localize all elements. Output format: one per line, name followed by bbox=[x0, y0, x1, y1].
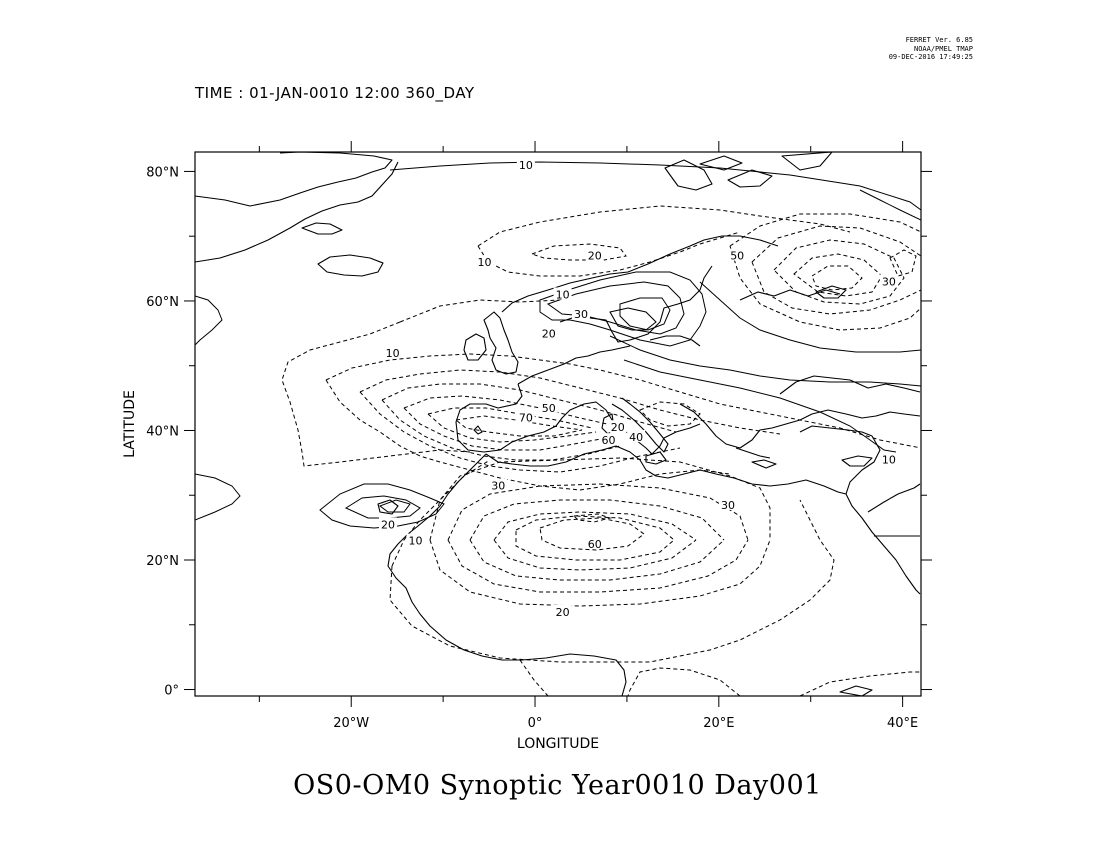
contour-label-background bbox=[571, 306, 590, 319]
contour-label: 10 bbox=[556, 288, 570, 301]
x-tick-label: 0° bbox=[528, 716, 543, 731]
contour-label: 10 bbox=[882, 454, 896, 467]
contour-label-background bbox=[599, 433, 618, 446]
contour-label-background bbox=[475, 255, 494, 268]
contour-label-background bbox=[383, 345, 402, 358]
contour-label-background bbox=[728, 248, 747, 261]
y-tick-label: 40°N bbox=[146, 424, 179, 439]
y-tick-label: 0° bbox=[164, 684, 179, 699]
axis-tick-labels: 20°W 0° 20°E 40°E 0° 20°N 40°N 60°N 80°N bbox=[146, 165, 918, 731]
stamp-line-org: NOAA/PMEL TMAP bbox=[913, 44, 973, 53]
negative-contours bbox=[281, 205, 921, 696]
x-tick-label: 20°W bbox=[333, 716, 369, 731]
contour-label-background bbox=[406, 533, 425, 546]
contour-label-background bbox=[516, 410, 535, 423]
x-axis-title: LONGITUDE bbox=[517, 736, 599, 752]
contour-label: 10 bbox=[477, 256, 491, 269]
contour-label-background bbox=[879, 452, 898, 465]
contour-label: 20 bbox=[588, 250, 602, 263]
contour-label-background bbox=[126, 216, 144, 228]
x-tick-label: 40°E bbox=[887, 716, 918, 731]
contour-label: 50 bbox=[730, 250, 744, 263]
contour-label: 30 bbox=[882, 276, 896, 289]
contour-label: 60 bbox=[588, 538, 602, 551]
contour-label-background bbox=[627, 429, 646, 442]
y-axis-title: LATITUDE bbox=[122, 390, 138, 458]
plot-title: OS0-OM0 Synoptic Year0010 Day001 bbox=[293, 770, 822, 801]
stamp-line-version: FERRET Ver. 6.85 bbox=[905, 36, 973, 44]
contour-label: 20 bbox=[381, 518, 395, 531]
contour-label-background bbox=[489, 478, 508, 491]
contour-label: 40 bbox=[629, 431, 643, 444]
contour-label: 10 bbox=[409, 535, 423, 548]
contour-label: 30 bbox=[574, 308, 588, 321]
ferret-version-stamp: FERRET Ver. 6.85 NOAA/PMEL TMAP 09-DEC-2… bbox=[889, 36, 973, 62]
contour-label: 30 bbox=[491, 480, 505, 493]
time-header: TIME : 01-JAN-0010 12:00 360_DAY bbox=[195, 84, 475, 102]
contour-label-background bbox=[879, 274, 898, 287]
y-tick-label: 20°N bbox=[146, 554, 179, 569]
contour-label-background bbox=[553, 287, 572, 300]
contour-label-background bbox=[539, 326, 558, 339]
contour-label-background bbox=[516, 157, 535, 170]
contour-label: 20 bbox=[611, 421, 625, 434]
contour-label: 10 bbox=[519, 159, 533, 172]
contour-label-background bbox=[585, 248, 604, 261]
contour-label: 20 bbox=[542, 327, 556, 340]
contour-label: 60 bbox=[602, 434, 616, 447]
contour-label-background bbox=[539, 400, 558, 413]
contour-label: 20 bbox=[556, 606, 570, 619]
stamp-line-date: 09-DEC-2016 17:49:25 bbox=[888, 53, 973, 61]
contour-label-background bbox=[553, 604, 572, 617]
contour-label-background bbox=[585, 536, 604, 549]
contour-label-background bbox=[719, 497, 738, 510]
contour-label-background bbox=[378, 517, 397, 530]
x-tick-label: 20°E bbox=[703, 716, 734, 731]
contour-label: 30 bbox=[721, 499, 735, 512]
contour-label-background bbox=[608, 420, 627, 433]
contour-label: 10 bbox=[128, 217, 142, 230]
y-tick-label: 60°N bbox=[146, 295, 179, 310]
contour-label: 70 bbox=[519, 412, 533, 425]
contour-label: 10 bbox=[386, 347, 400, 360]
plot-frame bbox=[194, 151, 922, 697]
y-tick-label: 80°N bbox=[146, 165, 179, 180]
contour-label: 50 bbox=[542, 402, 556, 415]
positive-contours bbox=[195, 161, 921, 529]
axis-ticks bbox=[184, 141, 932, 707]
